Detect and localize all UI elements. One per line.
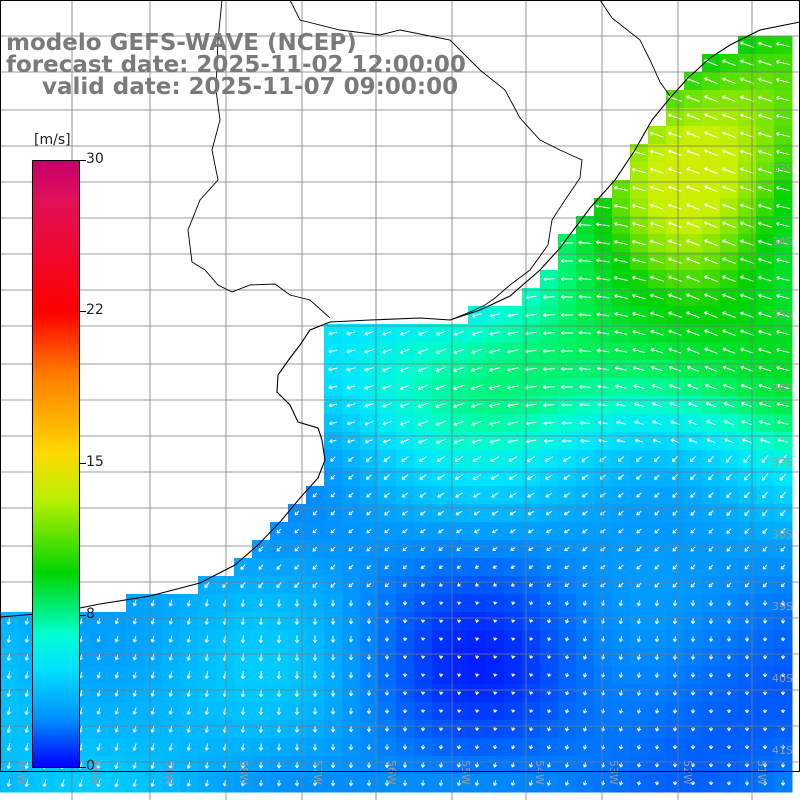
colorbar-unit: [m/s] [34, 132, 71, 148]
latitude-label: 40S [772, 672, 793, 685]
colorbar-tick-label: 30 [86, 151, 104, 167]
colorbar-tick-label: 15 [86, 454, 104, 470]
longitude-label: 54W [533, 760, 546, 785]
latitude-label: 36S [772, 382, 793, 395]
colorbar-tick-label: 22 [86, 302, 104, 318]
longitude-label: 52W [681, 760, 694, 785]
latitude-label: 34S [772, 235, 793, 248]
longitude-label: 56W [385, 760, 398, 785]
latitude-label: 35S [772, 308, 793, 321]
latitude-label: 39S [772, 600, 793, 613]
colorbar [32, 160, 80, 768]
valid-date: valid date: 2025-11-07 09:00:00 [42, 76, 458, 99]
colorbar-tick-label: 8 [86, 606, 95, 622]
wind-speed-field [0, 36, 793, 793]
latitude-label: 37S [772, 456, 793, 469]
latitude-label: 41S [772, 744, 793, 757]
longitude-label: 57W [311, 760, 324, 785]
latitude-label: 38S [772, 528, 793, 541]
longitude-label: 58W [237, 760, 250, 785]
longitude-label: 51W [755, 760, 768, 785]
longitude-label: 53W [607, 760, 620, 785]
latitude-label: 33S [772, 162, 793, 175]
colorbar-tick-label: 0 [86, 758, 95, 774]
border-line [600, 0, 670, 96]
longitude-label: 59W [163, 760, 176, 785]
longitude-label: 55W [459, 760, 472, 785]
longitude-label: 61W [15, 760, 28, 785]
